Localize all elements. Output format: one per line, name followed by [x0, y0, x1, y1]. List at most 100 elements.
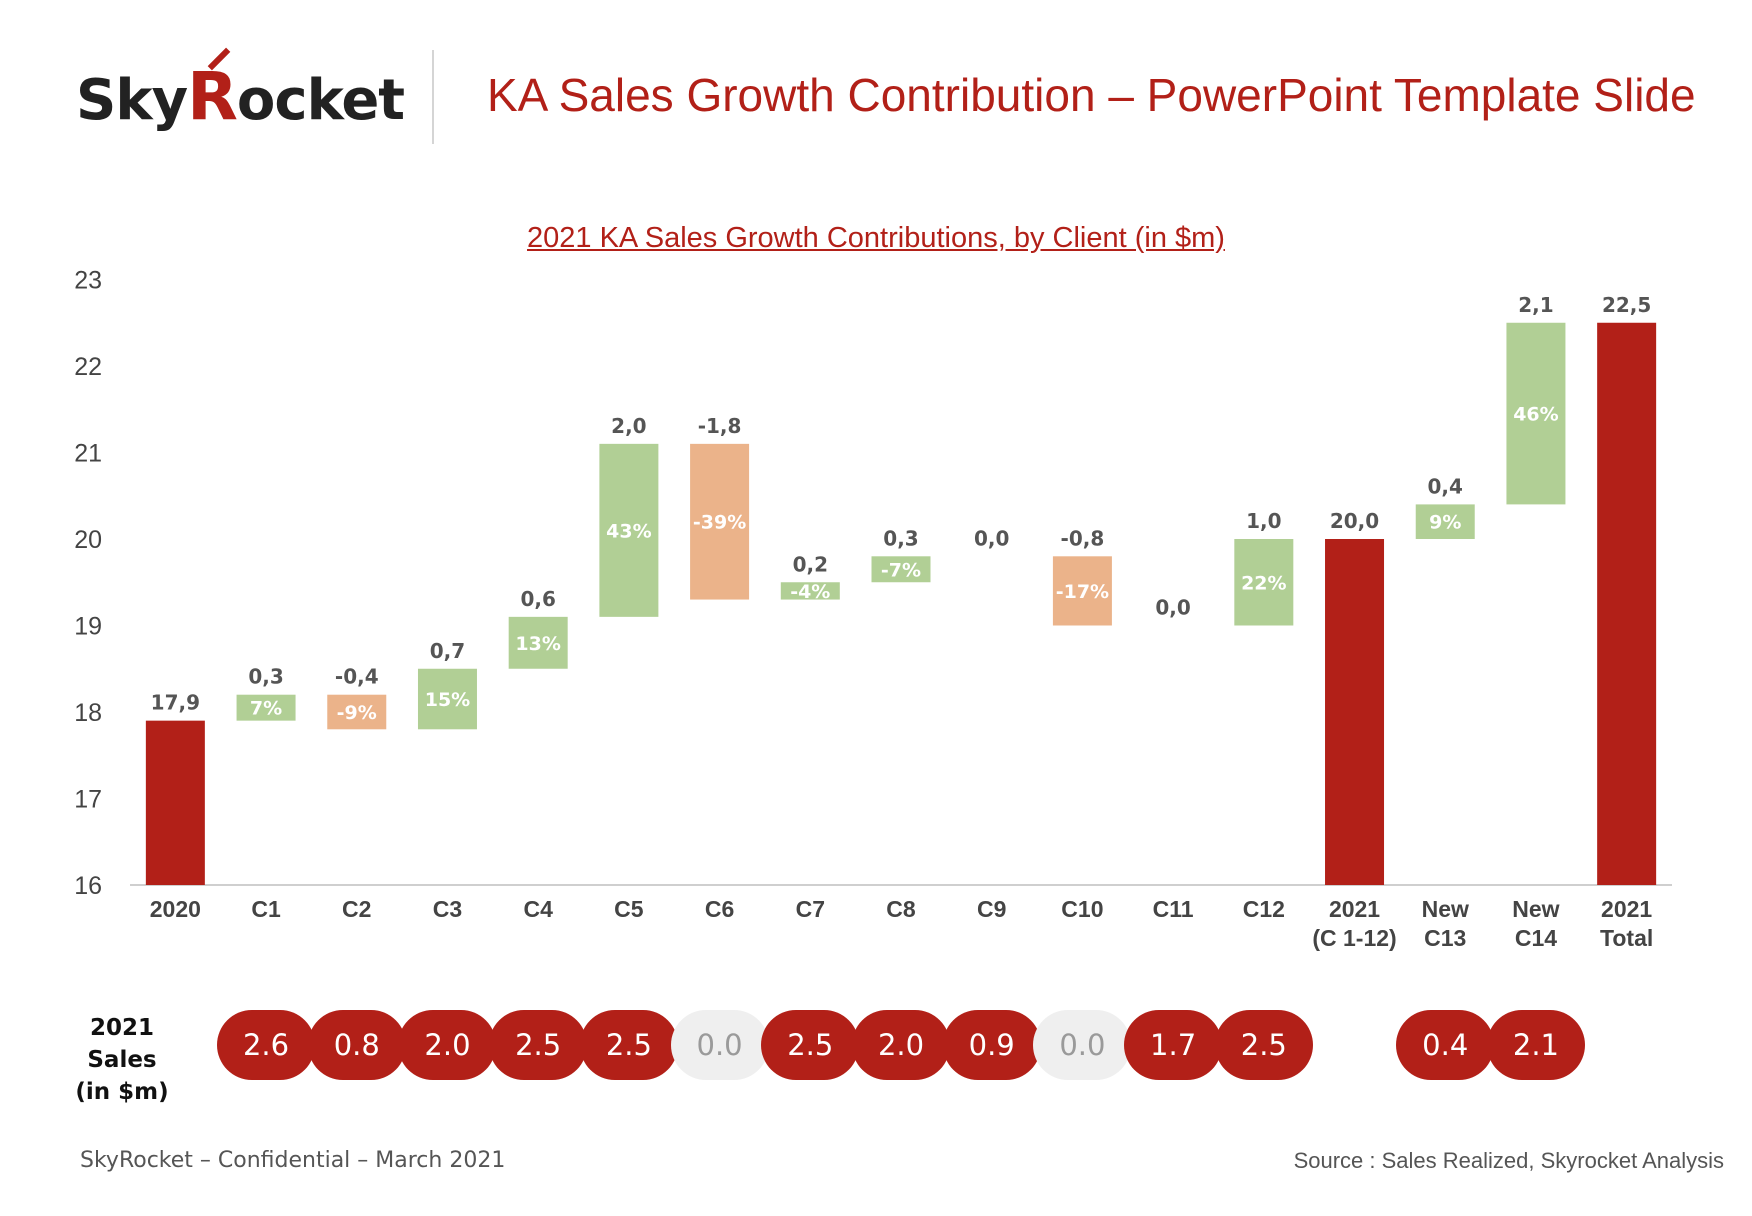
sales-pill: 2.6 [217, 1010, 316, 1080]
bar-total [145, 720, 205, 885]
sales-pill: 2.5 [579, 1010, 678, 1080]
bar-value-label: 22,5 [1602, 293, 1651, 317]
sales-pill: 2.5 [1214, 1010, 1313, 1080]
x-category-label: New [1512, 896, 1559, 922]
bar-percent-label: 46% [1513, 404, 1558, 426]
bar-value-label: 0,0 [1155, 596, 1190, 620]
bar-percent-label: 9% [1429, 512, 1461, 534]
bar-percent-label: 13% [515, 633, 560, 655]
sales-pill: 2.5 [761, 1010, 860, 1080]
bar-increase [780, 582, 840, 600]
footer-source: Source : Sales Realized, Skyrocket Analy… [1293, 1148, 1724, 1173]
bar-value-label: 0,0 [974, 526, 1009, 550]
x-category-label: New [1422, 896, 1469, 922]
sales-pill: 1.7 [1124, 1010, 1223, 1080]
sales-row-title: 2021 Sales (in $m) [52, 1012, 192, 1108]
y-tick-label: 18 [74, 699, 102, 727]
bar-increase [236, 694, 296, 721]
sales-pill: 2.0 [852, 1010, 950, 1080]
x-category-label: C2 [342, 896, 371, 922]
bar-value-label: 2,0 [611, 414, 646, 438]
sales-pill: 0.9 [942, 1010, 1041, 1080]
bar-percent-label: -7% [881, 559, 921, 581]
logo-text-suffix: ocket [236, 68, 405, 133]
logo-text-prefix: Sky [76, 68, 188, 133]
bar-value-label: -0,4 [335, 665, 379, 689]
y-tick-label: 16 [74, 872, 102, 900]
bar-value-label: 0,7 [430, 639, 465, 663]
bar-increase [508, 616, 568, 669]
bar-value-label: 20,0 [1330, 509, 1379, 533]
bar-percent-label: 7% [250, 698, 282, 720]
logo-text-r: R [187, 58, 238, 135]
bar-percent-label: -9% [337, 702, 377, 724]
sales-pill: 0.0 [670, 1010, 769, 1080]
header-divider [432, 50, 434, 144]
x-category-label: C5 [614, 896, 644, 922]
x-category-label: C14 [1515, 925, 1557, 951]
y-tick-label: 19 [74, 613, 102, 641]
sales-pill: 0.0 [1033, 1010, 1132, 1080]
sales-row-title-line1: 2021 Sales [87, 1015, 157, 1073]
bar-value-label: 2,1 [1518, 293, 1553, 317]
bar-percent-label: -4% [790, 581, 830, 603]
bar-percent-label: -17% [1056, 581, 1109, 603]
sales-pill: 2.1 [1486, 1010, 1585, 1080]
bar-increase [1415, 504, 1475, 539]
bar-decrease [327, 694, 387, 730]
bar-value-label: 0,6 [520, 587, 555, 611]
bar-value-label: -0,8 [1061, 526, 1105, 550]
bar-value-label: 0,4 [1428, 474, 1463, 498]
x-category-label: (C 1-12) [1312, 925, 1396, 951]
y-tick-label: 21 [74, 440, 102, 468]
y-tick-label: 20 [74, 526, 102, 554]
bar-percent-label: 15% [425, 689, 470, 711]
waterfall-chart: 161718192021222317,920200,37%C1-0,4-9%C2… [74, 267, 1672, 951]
y-tick-label: 23 [74, 267, 102, 295]
x-category-label: C8 [886, 896, 916, 922]
y-tick-label: 22 [74, 353, 102, 381]
bar-decrease [690, 443, 750, 600]
bar-increase [1506, 322, 1566, 505]
x-category-label: C12 [1243, 896, 1285, 922]
bar-percent-label: 22% [1241, 572, 1286, 594]
x-category-label: C13 [1424, 925, 1466, 951]
x-category-label: C7 [796, 896, 825, 922]
bar-value-label: 0,2 [793, 552, 828, 576]
x-category-label: 2021 [1329, 896, 1380, 922]
sales-row-title-line2: (in $m) [75, 1079, 169, 1105]
bar-value-label: 0,3 [248, 665, 283, 689]
x-category-label: Total [1600, 925, 1653, 951]
x-category-label: 2020 [150, 896, 201, 922]
x-category-label: C1 [251, 896, 281, 922]
bar-increase [599, 443, 659, 617]
bar-percent-label: -39% [693, 512, 746, 534]
x-category-label: 2021 [1601, 896, 1652, 922]
bar-increase [417, 668, 477, 730]
bar-increase [1234, 539, 1294, 626]
footer-confidential: SkyRocket – Confidential – March 2021 [80, 1148, 506, 1173]
sales-pill: 2.5 [489, 1010, 588, 1080]
y-tick-label: 17 [74, 786, 102, 814]
x-category-label: C3 [433, 896, 462, 922]
bar-total [1325, 539, 1385, 885]
bar-decrease [1052, 556, 1112, 626]
chart-title: 2021 KA Sales Growth Contributions, by C… [527, 222, 1225, 254]
x-category-label: C4 [523, 896, 553, 922]
sales-pill: 0.8 [307, 1010, 406, 1080]
bar-percent-label: 43% [606, 520, 651, 542]
skyrocket-logo: SkyRocket [76, 58, 405, 135]
x-category-label: C11 [1153, 896, 1194, 922]
slide-title: KA Sales Growth Contribution – PowerPoin… [487, 69, 1696, 121]
bar-value-label: -1,8 [698, 414, 742, 438]
x-category-label: C10 [1061, 896, 1103, 922]
sales-pill: 2.0 [398, 1010, 497, 1080]
x-category-label: C6 [705, 896, 734, 922]
bar-value-label: 17,9 [151, 691, 200, 715]
sales-pill: 0.4 [1396, 1010, 1495, 1080]
bar-total [1597, 322, 1657, 885]
x-category-label: C9 [977, 896, 1006, 922]
bar-value-label: 1,0 [1246, 509, 1281, 533]
bar-increase [871, 556, 931, 583]
bar-value-label: 0,3 [883, 526, 918, 550]
